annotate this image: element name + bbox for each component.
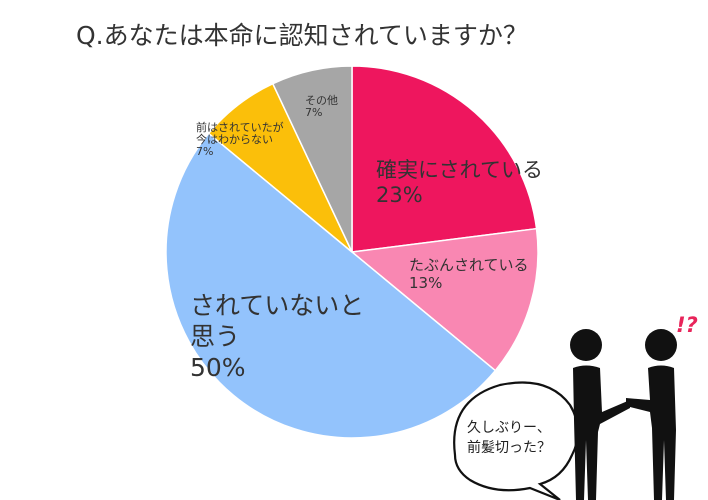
slice-label-other-percent: 7% — [305, 106, 323, 119]
slice-label-probably-percent: 13% — [409, 274, 443, 292]
speech-bubble-line2: 前髪切った？ — [467, 440, 551, 456]
pie-slice-other — [271, 65, 353, 253]
slice-label-not-percent: 50% — [190, 353, 246, 382]
speech-bubble-line1: 久しぶりー、 — [467, 420, 551, 436]
slice-label-not-line1: されていないと — [190, 291, 365, 320]
left-person-illustration — [570, 329, 630, 500]
slice-label-other: その他 7% — [305, 95, 338, 119]
speech-bubble — [453, 381, 580, 500]
pie-slice-not — [165, 132, 497, 439]
right-person-illustration — [626, 329, 677, 500]
slice-label-probably-text: たぶんされている — [409, 256, 529, 274]
pie-slices — [165, 65, 539, 439]
slice-label-certain-text: 確実にされている — [376, 158, 543, 182]
speech-bubble-text: 久しぶりー、 前髪切った？ — [467, 418, 551, 458]
slice-label-other-text: その他 — [305, 94, 338, 107]
slice-label-previously-percent: 7% — [196, 145, 214, 158]
slice-label-certain: 確実にされている 23% — [376, 158, 543, 208]
slice-label-previously-line2: 今はわからない — [196, 133, 273, 146]
exclamation-question-mark: !? — [676, 313, 698, 337]
slice-label-not: されていないと 思う 50% — [190, 290, 364, 383]
slice-label-not-line2: 思う — [190, 322, 241, 351]
pie-slice-probably — [350, 227, 539, 372]
slice-label-certain-percent: 23% — [376, 183, 423, 207]
pie-slice-certain — [351, 65, 538, 253]
slice-label-probably: たぶんされている 13% — [409, 256, 529, 292]
chart-title: Q.あなたは本命に認知されていますか？ — [76, 21, 528, 50]
slice-label-previously-line1: 前はされていたが — [196, 121, 284, 134]
slice-label-previously: 前はされていたが 今はわからない 7% — [196, 122, 284, 158]
